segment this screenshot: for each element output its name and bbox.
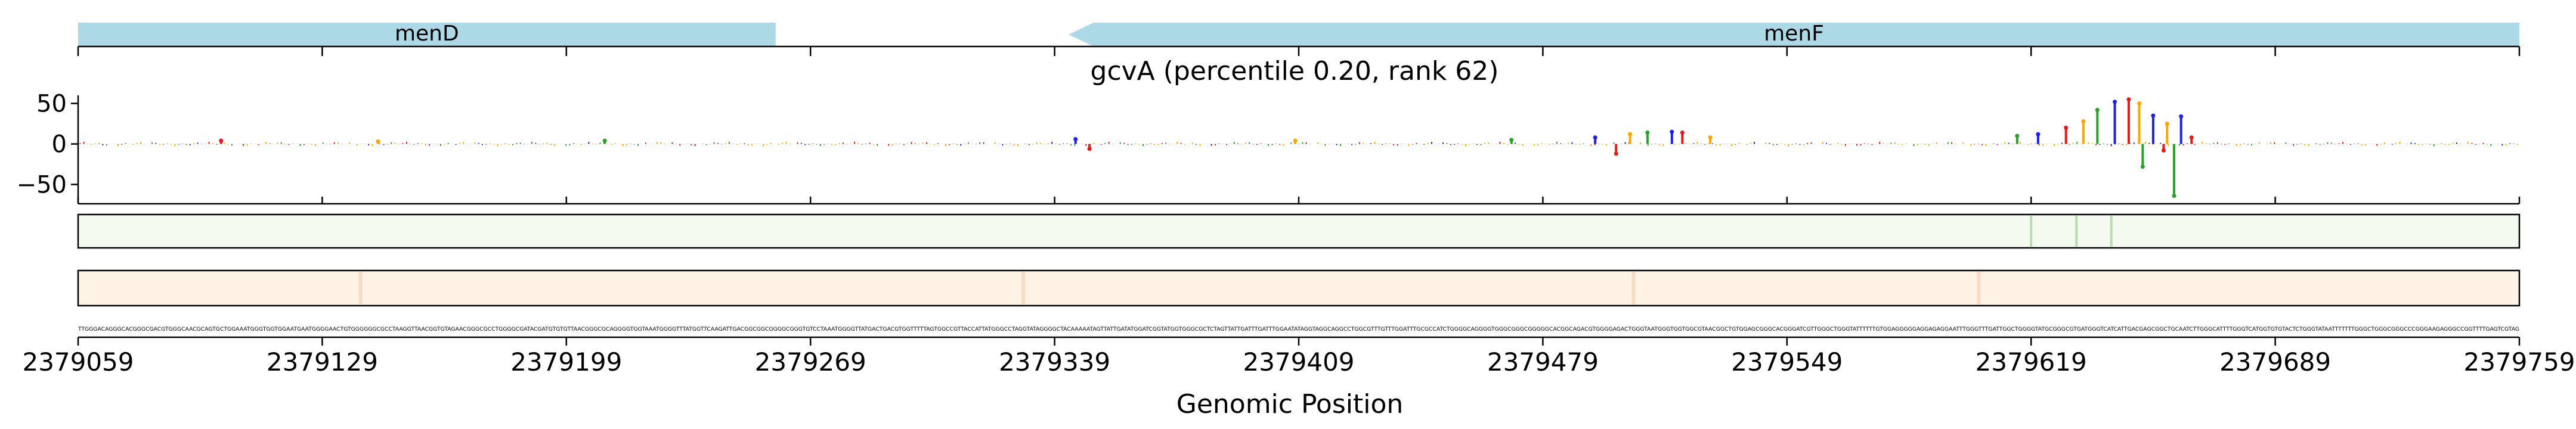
genomic-x-tick-label: 2379409 (1243, 347, 1354, 377)
attribution-peak-tip (2126, 97, 2131, 102)
attribution-peak-tip (1708, 135, 1713, 140)
attribution-peak-tip (2015, 133, 2020, 138)
genomic-x-tick-label: 2379059 (22, 347, 134, 377)
genomic-x-tick-label: 2379549 (1731, 347, 1843, 377)
attribution-peak-tip (376, 139, 380, 144)
attribution-y-tick-label: 50 (36, 91, 67, 118)
attribution-peak-tip (2064, 125, 2069, 130)
accessibility-track-mark (1021, 272, 1025, 304)
binding-track-mark (2075, 216, 2078, 247)
genomic-x-tick-label: 2379129 (267, 347, 378, 377)
genomic-x-tick-label: 2379689 (2219, 347, 2331, 377)
attribution-peak-tip (1614, 151, 1618, 156)
attribution-peak-tip (2165, 122, 2169, 126)
attribution-peak-tip (2036, 132, 2041, 136)
genomic-x-tick-label: 2379479 (1487, 347, 1599, 377)
attribution-peak-tip (1670, 129, 1674, 134)
attribution-peak-tip (219, 138, 224, 143)
genomic-x-tick-label: 2379269 (755, 347, 866, 377)
attribution-marks (79, 97, 2518, 198)
accessibility-track-panel (77, 269, 2521, 307)
attribution-peak-tip (1293, 138, 1298, 143)
accessibility-track-mark (1977, 272, 1981, 304)
attribution-peak-tip (2095, 107, 2100, 112)
attribution-peak-tip (602, 138, 607, 143)
attribution-y-axis: 50 0 −50 (17, 91, 79, 204)
attribution-peak-tip (2113, 100, 2117, 104)
attribution-peak-tip (1593, 135, 1597, 140)
attribution-peak-tip (2137, 101, 2142, 106)
binding-track-mark (2110, 216, 2113, 247)
binding-track-marks (2030, 216, 2113, 247)
gene-annotation-row: menD menF (78, 21, 2520, 46)
gene-label-menf: menF (1764, 21, 1824, 46)
genomic-x-axis-ticks: 2379059 2379129 2379199 2379269 2379339 23794… (22, 337, 2575, 377)
attribution-x-ticks (77, 197, 2521, 204)
x-axis-label: Genomic Position (1176, 389, 1404, 419)
attribution-peak-tip (2179, 114, 2184, 119)
accessibility-track-marks (358, 272, 1981, 304)
attribution-peak-tip (1645, 130, 1650, 135)
gene-label-mend: menD (395, 21, 459, 46)
attribution-peak-tip (1073, 136, 1078, 141)
accessibility-track-mark (358, 272, 363, 304)
dna-sequence: TTGGGACAGGGCACGGGCGACGTGGGCAACGCAGTGCTGG… (78, 327, 2519, 332)
attribution-peak-tip (2161, 148, 2166, 153)
chart-title: gcvA (percentile 0.20, rank 62) (1091, 56, 1499, 86)
binding-track-panel (77, 213, 2521, 249)
attribution-peak-tip (2151, 113, 2156, 118)
attribution-y-tick-label: −50 (17, 172, 67, 199)
gene-arrow-mend (78, 23, 776, 46)
attribution-peak-tip (2081, 119, 2086, 124)
attribution-y-tick-label: 0 (52, 131, 67, 158)
attribution-peak-tip (2172, 194, 2176, 198)
attribution-peak-tip (2140, 164, 2145, 169)
gene-arrow-menf (1068, 23, 2520, 46)
genomic-x-tick-label: 2379619 (1976, 347, 2087, 377)
attribution-peak-tip (2189, 135, 2194, 140)
binding-track-mark (2030, 216, 2033, 247)
attribution-peak-tip (1509, 138, 1514, 142)
accessibility-track-mark (1631, 272, 1636, 304)
gene-axis-ticks (77, 46, 2521, 56)
genomic-x-tick-label: 2379339 (999, 347, 1110, 377)
genomic-x-tick-label: 2379199 (510, 347, 622, 377)
genomic-x-tick-label: 2379759 (2463, 347, 2575, 377)
attribution-peak-tip (1087, 147, 1092, 151)
attribution-peak-tip (1680, 130, 1685, 135)
attribution-peak-tip (1628, 132, 1633, 136)
